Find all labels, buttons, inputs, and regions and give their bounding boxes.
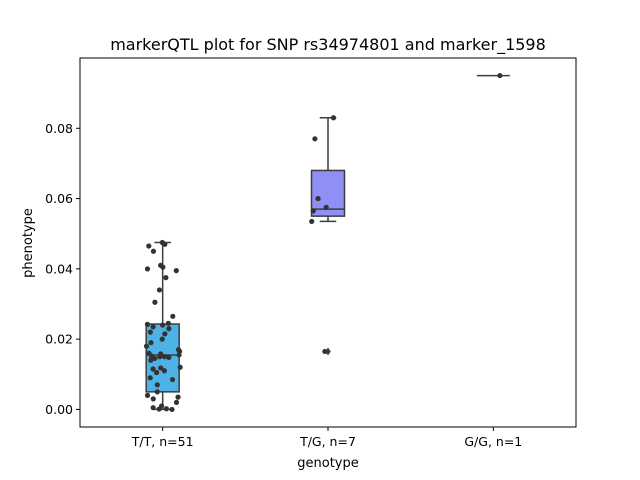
data-point <box>147 329 153 335</box>
data-point <box>150 405 156 411</box>
data-point <box>322 348 328 355</box>
data-point <box>144 321 151 327</box>
data-point <box>173 268 179 274</box>
data-point <box>497 72 503 79</box>
x-tick-label: T/G, n=7 <box>299 434 356 449</box>
data-point <box>169 406 175 413</box>
x-tick-label: T/T, n=51 <box>131 434 194 449</box>
y-tick-label: 0.00 <box>45 402 73 417</box>
data-point <box>163 406 169 412</box>
data-point <box>161 368 167 374</box>
x-tick-label: G/G, n=1 <box>464 434 522 449</box>
x-axis: T/T, n=51 T/G, n=7 G/G, n=1 <box>131 427 522 449</box>
y-tick-label: 0.02 <box>45 332 73 347</box>
x-axis-label: genotype <box>297 456 358 471</box>
y-tick-label: 0.08 <box>45 121 73 136</box>
data-point <box>156 406 162 412</box>
chart-title: markerQTL plot for SNP rs34974801 and ma… <box>110 35 546 55</box>
data-point <box>150 366 156 372</box>
data-point <box>176 352 182 358</box>
data-point <box>160 264 166 270</box>
y-tick-label: 0.04 <box>45 261 73 276</box>
data-point <box>166 354 172 361</box>
data-point <box>169 376 176 383</box>
data-point <box>161 354 168 360</box>
data-point <box>175 394 181 400</box>
y-axis: 0.00 0.02 0.04 0.06 0.08 <box>45 121 80 417</box>
data-point <box>150 324 156 330</box>
data-point <box>312 136 318 142</box>
data-point <box>159 336 165 342</box>
data-point <box>152 299 158 305</box>
data-point <box>165 320 171 326</box>
data-point <box>147 375 153 381</box>
data-point <box>315 195 321 202</box>
data-point <box>146 243 152 249</box>
data-point <box>143 343 150 349</box>
data-point <box>166 326 172 332</box>
data-point <box>153 369 160 376</box>
y-axis-label: phenotype <box>21 208 36 278</box>
data-point <box>144 266 151 272</box>
data-point <box>323 204 329 210</box>
data-point <box>310 208 316 214</box>
data-point <box>173 399 180 405</box>
data-point <box>162 241 168 247</box>
data-point <box>148 357 154 363</box>
plot-area <box>143 72 510 413</box>
data-point <box>162 331 168 337</box>
data-point <box>170 313 176 319</box>
data-point <box>160 322 166 328</box>
box-group-1 <box>310 116 346 356</box>
data-point <box>330 115 337 121</box>
data-point <box>152 355 158 362</box>
data-point <box>177 364 183 370</box>
data-point <box>158 365 164 371</box>
data-point <box>150 396 156 402</box>
data-point <box>144 392 151 398</box>
strip-points <box>143 72 503 413</box>
y-tick-label: 0.06 <box>45 191 73 206</box>
data-point <box>154 382 160 388</box>
outlier-marker <box>325 347 331 356</box>
data-point <box>154 389 160 395</box>
data-point <box>309 218 315 225</box>
data-point <box>157 354 163 360</box>
data-point <box>148 340 154 346</box>
data-point <box>163 275 169 281</box>
data-point <box>150 248 157 254</box>
data-point <box>156 287 163 293</box>
